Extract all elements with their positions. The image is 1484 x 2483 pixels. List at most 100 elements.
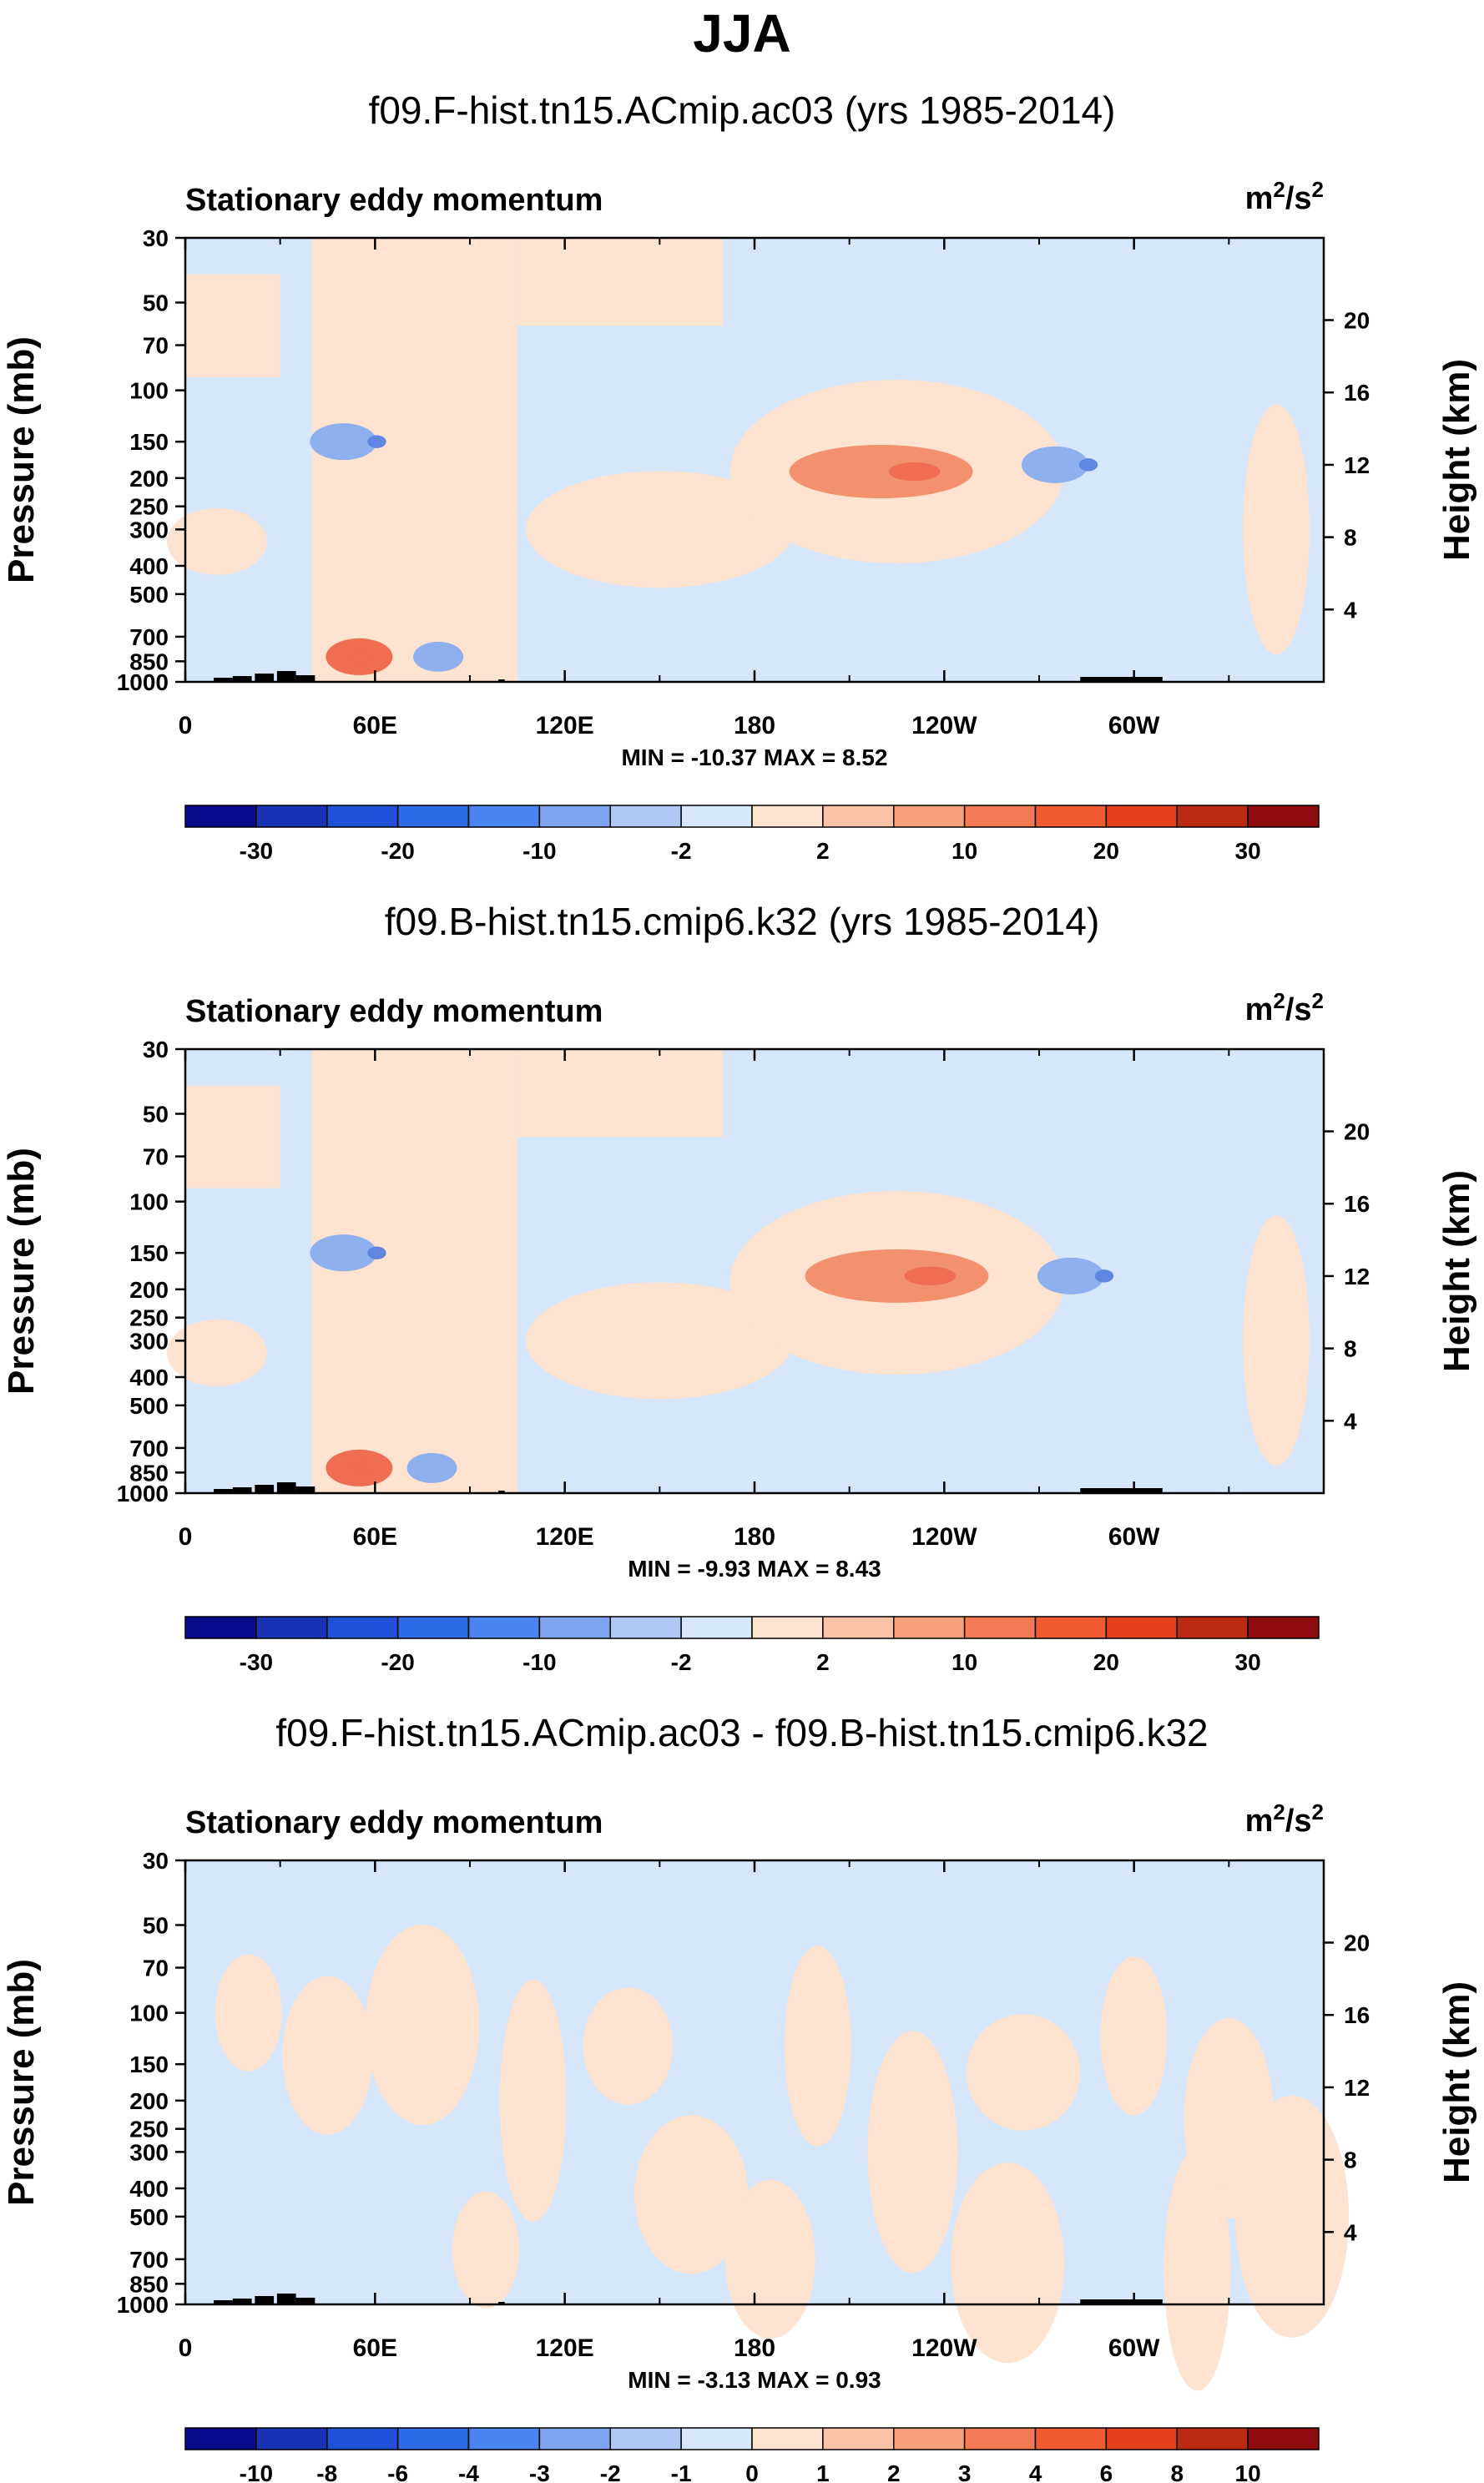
lon-tick-label: 60W <box>1108 2334 1160 2362</box>
lon-tick-label: 180 <box>734 1523 775 1551</box>
height-tick-label: 8 <box>1344 1336 1357 1362</box>
topo-block <box>214 2300 233 2304</box>
units-sup1: 2 <box>1273 177 1285 202</box>
colorbar-box <box>184 805 257 828</box>
colorbar-box <box>467 1616 541 1639</box>
height-tick-label: 16 <box>1344 380 1370 406</box>
colorbar-box <box>1247 805 1320 828</box>
lon-tick-label: 60E <box>353 2334 397 2362</box>
colorbar-label: 10 <box>1235 2460 1261 2483</box>
topography <box>214 1482 1163 1493</box>
colorbar-box <box>396 2427 470 2450</box>
colorbar-label: -1 <box>671 2460 692 2483</box>
colorbar-box <box>893 1616 966 1639</box>
pressure-tick-label: 500 <box>129 2204 169 2230</box>
colorbar-box <box>1176 2427 1249 2450</box>
colorbar-box <box>1247 2427 1320 2450</box>
topo-block <box>295 675 315 682</box>
colorbar-label: -2 <box>671 1649 692 1675</box>
figure-title: JJA <box>693 3 790 63</box>
colorbar-box <box>538 1616 611 1639</box>
colorbar-label: -10 <box>522 1649 556 1675</box>
y-axis-label: Pressure (mb) <box>1 336 42 583</box>
field-region <box>215 1954 282 2072</box>
topo-block <box>498 679 505 682</box>
panel-title: f09.F-hist.tn15.ACmip.ac03 - f09.B-hist.… <box>275 1711 1208 1754</box>
pressure-tick-label: 400 <box>129 553 169 579</box>
panels: f09.F-hist.tn15.ACmip.ac03 (yrs 1985-201… <box>1 88 1477 2483</box>
colorbar-label: -20 <box>381 1649 414 1675</box>
lon-tick-label: 120E <box>536 2334 594 2362</box>
pressure-tick-label: 1000 <box>117 669 169 695</box>
pressure-tick-label: 200 <box>129 2088 169 2114</box>
colorbar-box <box>609 2427 682 2450</box>
chart-panel-2: f09.B-hist.tn15.cmip6.k32 (yrs 1985-2014… <box>1 900 1477 1675</box>
colorbar-box <box>751 1616 824 1639</box>
pressure-tick-label: 1000 <box>117 2292 169 2318</box>
colorbar: -30 -20 -10 -2 2 10 20 30 <box>184 805 1320 864</box>
colorbar-label: 1 <box>816 2460 830 2483</box>
field-region <box>951 2163 1065 2364</box>
colorbar-box <box>1105 2427 1178 2450</box>
colorbar-label: 3 <box>958 2460 972 2483</box>
height-tick-label: 16 <box>1344 2002 1370 2028</box>
topo-block <box>295 2298 315 2304</box>
colorbar-label: 10 <box>951 1649 977 1675</box>
field-feature <box>445 1274 495 1305</box>
height-tick-label: 4 <box>1344 1408 1357 1434</box>
field-region <box>526 471 794 588</box>
pressure-tick-label: 30 <box>143 1037 169 1062</box>
colorbar-label: 2 <box>816 838 830 864</box>
lon-tick-label: 0 <box>179 2334 193 2362</box>
lon-tick-label: 60E <box>353 1523 397 1551</box>
pressure-tick-label: 850 <box>129 649 169 674</box>
panel-title: f09.F-hist.tn15.ACmip.ac03 (yrs 1985-201… <box>369 88 1116 132</box>
colorbar-box <box>1034 1616 1108 1639</box>
height-tick-label: 12 <box>1344 2075 1370 2101</box>
colorbar-label: 20 <box>1093 1649 1119 1675</box>
colorbar-box <box>467 2427 541 2450</box>
pressure-tick-label: 700 <box>129 2247 169 2273</box>
pressure-tick-label: 250 <box>129 1305 169 1331</box>
lon-tick-label: 60W <box>1108 712 1160 739</box>
y-axis-label-right: Height (km) <box>1436 1981 1477 2183</box>
topography <box>214 671 1163 682</box>
colorbar-label: 4 <box>1029 2460 1042 2483</box>
chart-panel-3: f09.F-hist.tn15.ACmip.ac03 - f09.B-hist.… <box>1 1711 1477 2483</box>
field-feature-core <box>888 462 941 482</box>
field-feature <box>191 514 242 545</box>
field-region <box>583 1987 674 2105</box>
units-sup2: 2 <box>1312 1799 1324 1824</box>
lon-tick-label: 0 <box>179 1523 193 1551</box>
pressure-tick-label: 500 <box>129 582 169 608</box>
pressure-tick-label: 50 <box>143 1102 169 1128</box>
height-tick-label: 8 <box>1344 525 1357 551</box>
pressure-tick-label: 150 <box>129 429 169 455</box>
colorbar-box <box>609 1616 682 1639</box>
colorbar-box <box>893 805 966 828</box>
panel-title: f09.B-hist.tn15.cmip6.k32 (yrs 1985-2014… <box>385 900 1100 943</box>
units-sup1: 2 <box>1273 1799 1285 1824</box>
field-feature <box>445 462 495 493</box>
field-feature <box>1021 446 1088 483</box>
min-max-stats: MIN = -10.37 MAX = 8.52 <box>621 744 887 770</box>
pressure-tick-label: 300 <box>129 2139 169 2165</box>
lon-tick-label: 60W <box>1108 1523 1160 1551</box>
topo-block <box>255 2296 275 2304</box>
colorbar-label: -2 <box>600 2460 621 2483</box>
colorbar-box <box>1176 1616 1249 1639</box>
colorbar-box <box>1034 2427 1108 2450</box>
field-region <box>634 2115 749 2274</box>
field-layer <box>215 1925 1350 2391</box>
field-region <box>967 2013 1081 2131</box>
colorbar-label: 6 <box>1100 2460 1113 2483</box>
colorbar-box <box>893 2427 966 2450</box>
field-feature <box>406 1452 457 1483</box>
pressure-tick-label: 700 <box>129 624 169 650</box>
pressure-tick-label: 700 <box>129 1436 169 1461</box>
pressure-tick-label: 150 <box>129 1240 169 1266</box>
topography <box>214 2294 1163 2304</box>
units-prefix: m <box>1245 181 1274 216</box>
y-axis-label-right: Height (km) <box>1436 359 1477 561</box>
colorbar-box <box>255 805 328 828</box>
